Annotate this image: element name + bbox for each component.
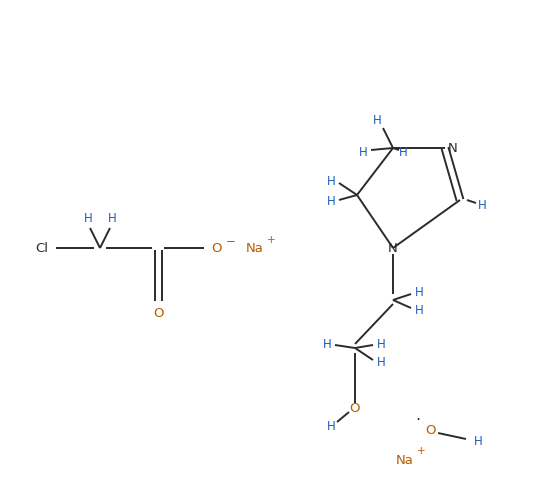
- Text: O: O: [211, 242, 221, 254]
- Text: H: H: [415, 285, 423, 298]
- Text: +: +: [417, 446, 425, 456]
- Text: Na: Na: [396, 454, 414, 467]
- Text: H: H: [377, 356, 385, 369]
- Text: Na: Na: [246, 242, 264, 254]
- Text: H: H: [326, 174, 335, 188]
- Text: H: H: [323, 338, 331, 351]
- Text: N: N: [448, 141, 458, 154]
- Text: Cl: Cl: [36, 242, 49, 254]
- Text: H: H: [108, 212, 116, 225]
- Text: H: H: [477, 199, 486, 212]
- Text: ·: ·: [415, 412, 420, 427]
- Text: O: O: [350, 401, 360, 414]
- Text: H: H: [473, 434, 482, 448]
- Text: O: O: [425, 423, 435, 437]
- Text: H: H: [415, 303, 423, 317]
- Text: N: N: [388, 242, 398, 254]
- Text: H: H: [373, 114, 381, 126]
- Text: H: H: [326, 419, 335, 432]
- Text: H: H: [377, 338, 385, 351]
- Text: O: O: [153, 306, 163, 320]
- Text: H: H: [399, 145, 408, 158]
- Text: H: H: [84, 212, 92, 225]
- Text: H: H: [359, 145, 367, 158]
- Text: +: +: [267, 235, 276, 245]
- Text: H: H: [326, 195, 335, 208]
- Text: −: −: [226, 235, 236, 248]
